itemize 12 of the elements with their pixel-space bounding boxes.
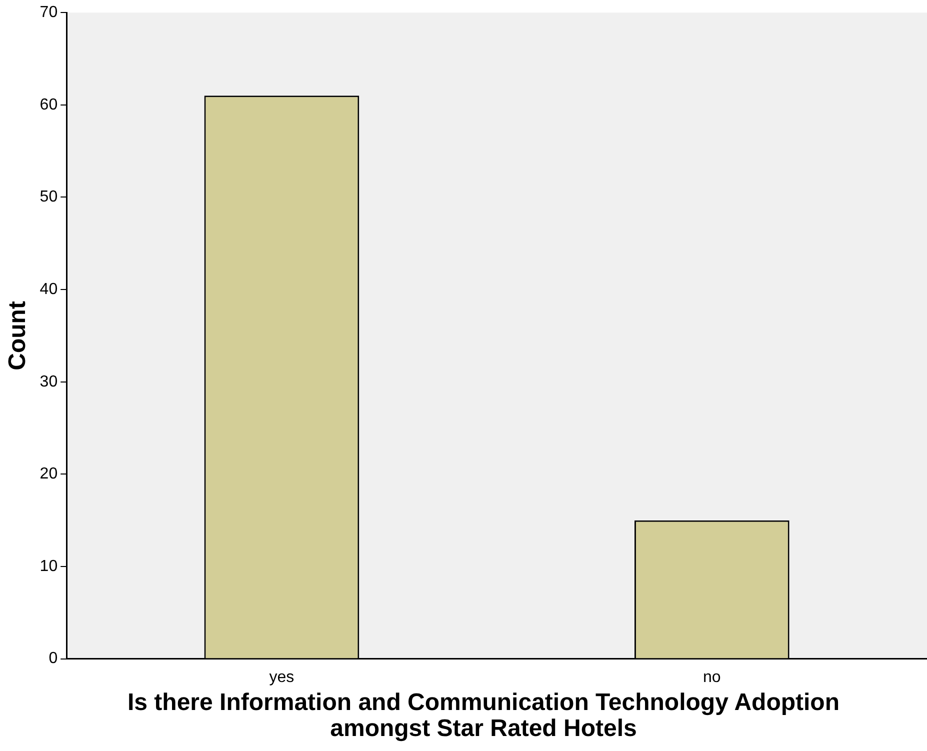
y-tick-label: 0: [48, 650, 58, 668]
y-tick-label: 70: [40, 4, 58, 22]
y-axis-title: Count: [4, 301, 32, 370]
y-tick-label: 20: [40, 466, 58, 483]
y-tick-label: 10: [40, 558, 58, 575]
y-tick-label: 60: [40, 96, 58, 114]
y-tick-label: 40: [40, 280, 58, 298]
y-tick-label: 30: [40, 373, 58, 390]
x-tick-label: yes: [269, 668, 294, 686]
x-axis-title: Is there Information and Communication Technology Adoption amongst Star Rated Hotels: [126, 689, 840, 742]
x-tick-label: no: [703, 668, 721, 686]
y-tick-label: 50: [40, 188, 58, 206]
